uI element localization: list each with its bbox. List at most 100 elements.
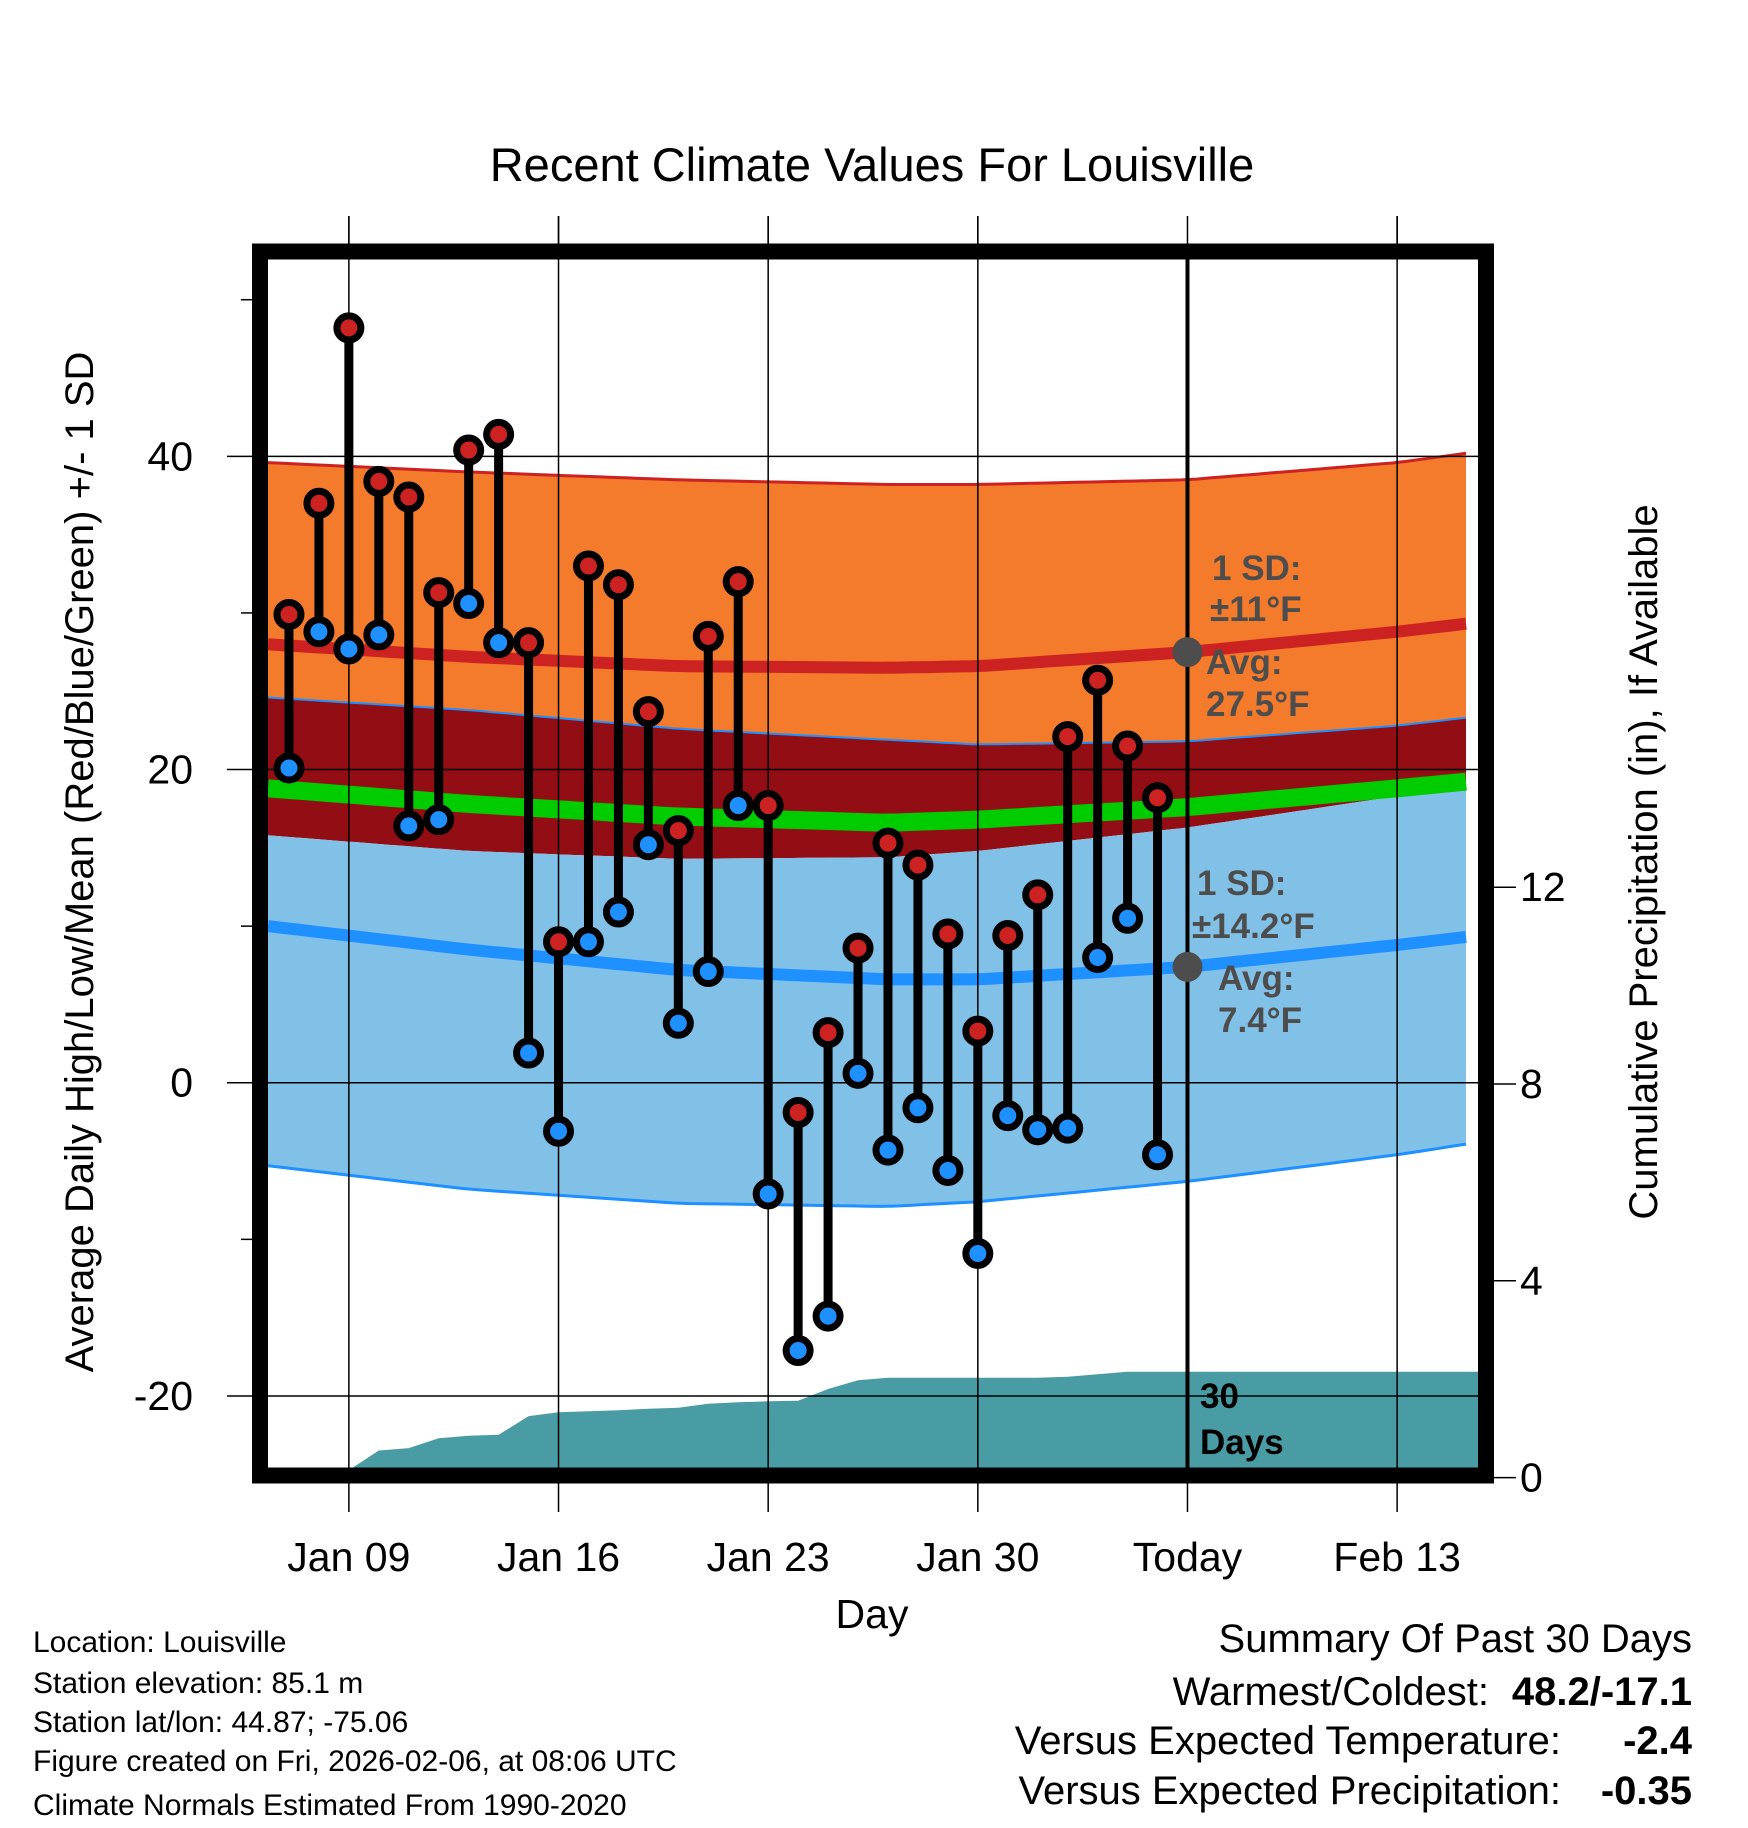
high-minus-sd-line — [268, 696, 1467, 746]
days-count-label: 30 — [1200, 1377, 1239, 1416]
footer-created: Figure created on Fri, 2026-02-06, at 08… — [33, 1745, 677, 1778]
daily-low-point — [812, 1300, 844, 1332]
y-tick-label: 20 — [147, 747, 193, 793]
daily-low-point — [842, 1057, 874, 1089]
daily-low-point — [333, 633, 365, 665]
mean-line — [268, 772, 1467, 832]
daily-high-point — [902, 849, 934, 881]
daily-high-point — [1082, 664, 1114, 696]
daily-high-point — [513, 627, 545, 659]
daily-low-point — [782, 1335, 814, 1367]
low-avg-value: 7.4°F — [1218, 1001, 1302, 1040]
daily-low-point — [1142, 1139, 1174, 1171]
precip-area — [352, 1371, 1478, 1468]
footer-info: Location: Louisville Station elevation: … — [33, 1626, 677, 1822]
low-sd-band — [268, 788, 1466, 1207]
daily-low-point — [902, 1092, 934, 1124]
daily-high-point — [962, 1015, 994, 1047]
daily-low-point — [1052, 1112, 1084, 1144]
daily-low-point — [992, 1100, 1024, 1132]
daily-high-point — [842, 932, 874, 964]
daily-high-point — [483, 418, 515, 450]
daily-low-point — [393, 810, 425, 842]
summary: Summary Of Past 30 Days Warmest/Coldest:… — [1015, 1617, 1693, 1813]
daily-low-point — [662, 1007, 694, 1039]
y-tick-label: -20 — [134, 1373, 193, 1419]
precip-layer — [352, 1371, 1478, 1468]
daily-high-point — [393, 481, 425, 513]
daily-low-point — [483, 627, 515, 659]
daily-high-point — [812, 1017, 844, 1049]
grid-layer: Jan 09 Jan 16 Jan 23 Jan 30 Today Feb 1340200… — [134, 216, 1566, 1580]
daily-high-point — [632, 696, 664, 728]
daily-low-point — [872, 1134, 904, 1166]
daily-high-point — [453, 434, 485, 466]
precip-anomaly-label: Versus Expected Precipitation: — [1018, 1769, 1561, 1813]
low-minus-sd-line — [268, 1142, 1467, 1208]
daily-high-point — [423, 577, 455, 609]
daily-high-point — [1142, 782, 1174, 814]
y2-axis-label: Cumulative Precipitation (in), If Availa… — [1622, 504, 1666, 1219]
chart-title: Recent Climate Values For Louisville — [490, 138, 1255, 191]
y2-tick-label: 12 — [1520, 864, 1566, 910]
precip-anomaly-value: -0.35 — [1601, 1769, 1692, 1813]
daily-low-point — [632, 829, 664, 861]
high-avg-value: 27.5°F — [1206, 685, 1310, 724]
daily-low-point — [572, 926, 604, 958]
daily-low-point — [932, 1154, 964, 1186]
daily-high-point — [303, 487, 335, 519]
daily-high-point — [1052, 721, 1084, 753]
x-axis-label: Day — [836, 1591, 909, 1637]
observations — [273, 312, 1174, 1367]
daily-high-point — [1022, 879, 1054, 911]
y2-tick-label: 8 — [1520, 1061, 1543, 1107]
daily-high-point — [572, 550, 604, 582]
annotations: 1 SD: ±11°F Avg: 27.5°F 1 SD: ±14.2°F Av… — [1172, 549, 1315, 1462]
today-high-avg-marker — [1172, 637, 1203, 668]
x-tick-label: Today — [1133, 1534, 1243, 1580]
plot-frame — [252, 243, 1494, 1484]
daily-high-point — [782, 1097, 814, 1129]
daily-low-point — [453, 588, 485, 620]
y-tick-label: 0 — [170, 1060, 193, 1106]
low-avg-line — [268, 920, 1467, 986]
high-avg-line — [268, 617, 1467, 674]
daily-low-point — [722, 790, 754, 822]
days-word-label: Days — [1200, 1423, 1284, 1462]
footer-location: Location: Louisville — [33, 1626, 287, 1659]
daily-low-point — [962, 1237, 994, 1269]
daily-low-point — [752, 1178, 784, 1210]
daily-high-point — [872, 827, 904, 859]
daily-low-point — [513, 1037, 545, 1069]
daily-low-point — [423, 804, 455, 836]
summary-title: Summary Of Past 30 Days — [1219, 1617, 1692, 1661]
low-sd-label: 1 SD: — [1197, 864, 1286, 903]
low-sd-value: ±14.2°F — [1192, 907, 1315, 946]
footer-normals: Climate Normals Estimated From 1990-2020 — [33, 1789, 627, 1822]
daily-low-point — [273, 752, 305, 784]
daily-high-point — [662, 815, 694, 847]
today-low-avg-marker — [1172, 951, 1203, 982]
x-tick-label: Jan 23 — [707, 1534, 830, 1580]
normals-bands — [268, 451, 1467, 1208]
daily-low-point — [602, 896, 634, 928]
daily-high-point — [1112, 730, 1144, 762]
daily-high-point — [543, 926, 575, 958]
daily-low-point — [1022, 1114, 1054, 1146]
warmest-coldest-label: Warmest/Coldest: — [1173, 1670, 1489, 1714]
high-sd-band — [268, 453, 1466, 745]
high-avg-label: Avg: — [1206, 643, 1282, 682]
daily-high-point — [692, 620, 724, 652]
daily-low-point — [1082, 941, 1114, 973]
daily-high-point — [602, 569, 634, 601]
y-tick-label: 40 — [147, 433, 193, 479]
daily-low-point — [363, 619, 395, 651]
x-tick-label: Jan 30 — [916, 1534, 1039, 1580]
temp-anomaly-label: Versus Expected Temperature: — [1015, 1719, 1561, 1763]
y2-tick-label: 0 — [1520, 1455, 1543, 1501]
x-tick-label: Jan 16 — [497, 1534, 620, 1580]
daily-high-point — [932, 918, 964, 950]
daily-low-point — [543, 1115, 575, 1147]
daily-high-point — [273, 598, 305, 630]
